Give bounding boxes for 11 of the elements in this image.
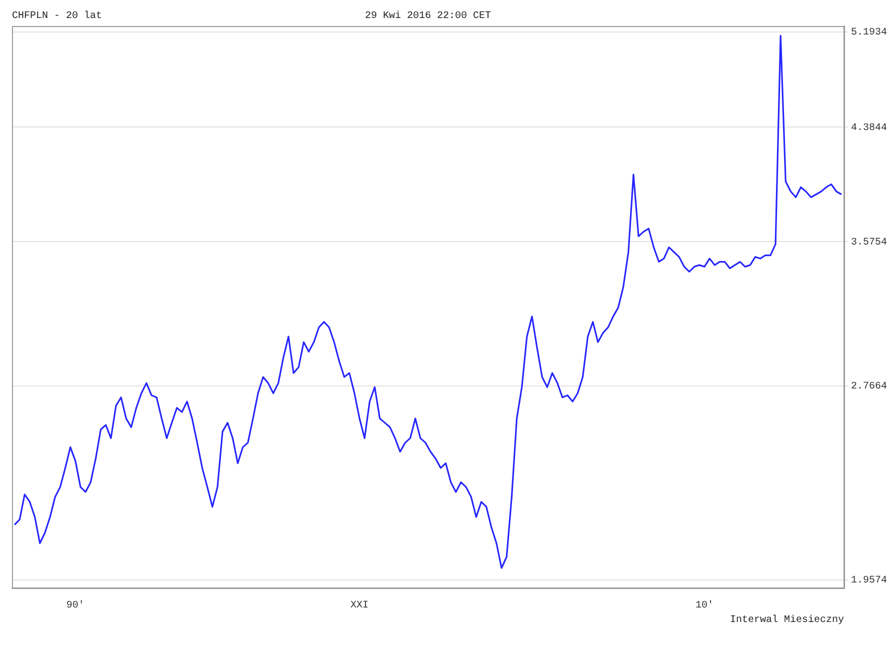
y-tick-label: 5.1934 xyxy=(850,28,888,39)
chart-subtitle: 29 Kwi 2016 22:00 CET xyxy=(364,10,492,22)
x-tick-label: XXI xyxy=(350,600,369,612)
y-tick-label: 2.7664 xyxy=(850,381,888,392)
text: Interwal Miesieczny xyxy=(730,614,844,626)
chart-title: CHFPLN - 20 lat xyxy=(12,10,102,22)
x-tick-label: 10' xyxy=(695,600,714,612)
y-tick-label: 3.5754 xyxy=(850,237,888,248)
y-tick-label: 1.9574 xyxy=(850,576,888,587)
y-tick-label: 4.3844 xyxy=(850,122,888,134)
x-tick-label: 90' xyxy=(66,600,84,612)
